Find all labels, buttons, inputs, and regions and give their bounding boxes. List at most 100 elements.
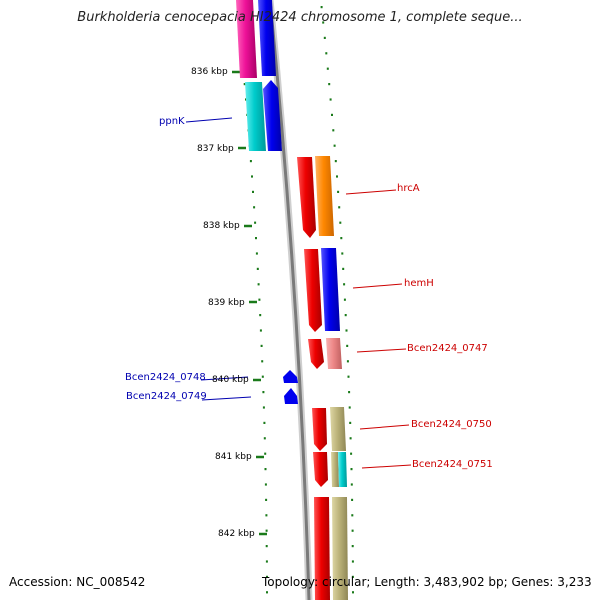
right-ring-dot (351, 514, 354, 517)
outer-track (297, 156, 348, 600)
gene-feature-Bcen2424_0747-cog[interactable] (326, 338, 342, 369)
left-ring-dot (262, 391, 265, 394)
left-ring-dot (261, 375, 264, 378)
connector-Bcen2424_0747 (356, 348, 407, 353)
gene-feature-Bcen2424_0748[interactable] (283, 370, 298, 383)
connector-ppnK (185, 117, 233, 123)
gene-label-Bcen2424_0749[interactable]: Bcen2424_0749 (126, 391, 207, 402)
right-ring-dot (348, 406, 351, 409)
gene-label-Bcen2424_0750[interactable]: Bcen2424_0750 (411, 419, 492, 430)
right-ring-dot (349, 421, 352, 424)
left-ring-dot (262, 406, 265, 409)
left-ring-dot (265, 498, 268, 501)
gene-feature-blue-top[interactable] (258, 0, 276, 76)
right-ring-dot (342, 267, 345, 270)
right-ring-dot (350, 452, 353, 455)
gene-feature-hrcA-cog[interactable] (315, 156, 334, 236)
gene-feature-Bcen2424_0749[interactable] (284, 388, 298, 404)
tick-label-837: 837 kbp (197, 144, 234, 154)
gene-feature-blue-arrow[interactable] (263, 80, 282, 151)
gene-label-hrcA[interactable]: hrcA (397, 183, 420, 194)
right-ring-dot (349, 437, 352, 440)
connector-Bcen2424_0750 (359, 424, 410, 430)
gene-label-hemH[interactable]: hemH (404, 278, 434, 289)
gene-feature-Bcen2424_0750-red[interactable] (312, 408, 327, 451)
backbone-arc-core (268, 0, 311, 600)
gene-label-Bcen2424_0747[interactable]: Bcen2424_0747 (407, 343, 488, 354)
right-ring-dot (338, 206, 341, 209)
connector-Bcen2424_0751 (361, 464, 412, 469)
right-ring-dot (343, 283, 346, 286)
gene-feature-hemH-red[interactable] (304, 249, 322, 332)
gene-feature-hrcA-red[interactable] (297, 157, 316, 238)
gene-feature-Bcen2424_0747-red[interactable] (308, 339, 324, 369)
left-ring-dot (266, 591, 268, 594)
right-ring-dot (331, 113, 333, 116)
sequence-title: Burkholderia cenocepacia HI2424 chromoso… (77, 10, 523, 25)
gene-feature-Bcen2424_0751-red[interactable] (313, 452, 328, 487)
tick-label-836: 836 kbp (191, 67, 228, 77)
right-ring-dot (337, 190, 340, 193)
connector-Bcen2424_0748 (200, 376, 249, 381)
right-ring-dot (343, 298, 346, 301)
right-ring-dot (350, 483, 353, 486)
gene-feature-ppnK[interactable] (245, 82, 266, 151)
left-ring-dot (259, 314, 262, 317)
right-ring-dot (351, 498, 354, 501)
tick-label-842: 842 kbp (218, 529, 255, 539)
gene-feature-khaki-bottom[interactable] (332, 497, 348, 600)
right-ring-dot (333, 144, 336, 147)
gene-label-Bcen2424_0751[interactable]: Bcen2424_0751 (412, 459, 493, 470)
gene-feature-Bcen2424_0751-cog-cyan[interactable] (338, 452, 347, 487)
right-ring-dot (351, 529, 354, 532)
right-ring-dot (351, 575, 354, 578)
gene-feature-red-bottom[interactable] (314, 497, 330, 600)
left-ring-dot (256, 267, 259, 270)
left-ring-dot (255, 252, 258, 255)
left-ring-dot (264, 452, 267, 455)
left-ring-dot (253, 206, 256, 209)
connector-Bcen2424_0749 (201, 396, 252, 401)
right-ring-dot (325, 52, 328, 55)
left-ring-dot (264, 483, 267, 486)
gene-label-Bcen2424_0748[interactable]: Bcen2424_0748 (125, 372, 206, 383)
right-ring-dot (332, 129, 335, 132)
connector-hemH (352, 283, 403, 289)
left-ring-dot (265, 560, 268, 563)
gene-feature-hemH-cog[interactable] (321, 248, 340, 331)
topology-text: Topology: circular; Length: 3,483,902 bp… (262, 575, 592, 589)
right-ring-dot (345, 329, 348, 332)
gene-feature-Bcen2424_0750-cog[interactable] (330, 407, 346, 451)
accession-text: Accession: NC_008542 (9, 575, 146, 589)
left-ring-dot (263, 421, 266, 424)
left-ring-dot (263, 437, 266, 440)
right-ring-dot (348, 391, 351, 394)
left-ring-dot (260, 344, 263, 347)
gene-feature-magenta-top[interactable] (236, 0, 257, 78)
right-ring-dot (326, 67, 329, 70)
right-ring-dot (320, 6, 323, 9)
gene-feature-Bcen2424_0751-cog-khaki[interactable] (331, 452, 339, 487)
right-ring-dot (351, 545, 354, 548)
left-ring-dot (251, 175, 253, 178)
left-ring-dot (265, 514, 268, 517)
right-ring-dot (346, 360, 349, 363)
left-ring-dot (254, 221, 257, 224)
right-dotted-ring (320, 6, 354, 594)
left-ring-dot (258, 298, 261, 301)
left-ring-dot (245, 98, 247, 101)
right-ring-dot (350, 468, 353, 471)
gene-label-ppnK[interactable]: ppnK (159, 116, 185, 127)
left-ring-dot (243, 83, 246, 86)
right-ring-dot (347, 375, 350, 378)
right-ring-dot (351, 560, 354, 563)
left-ring-dot (265, 545, 268, 548)
inner-track (236, 0, 298, 404)
right-ring-dot (329, 98, 332, 101)
left-ring-dot (264, 468, 267, 471)
right-ring-dot (339, 221, 342, 224)
right-ring-dot (340, 237, 343, 240)
right-ring-dot (341, 252, 344, 255)
left-ring-dot (249, 160, 252, 163)
